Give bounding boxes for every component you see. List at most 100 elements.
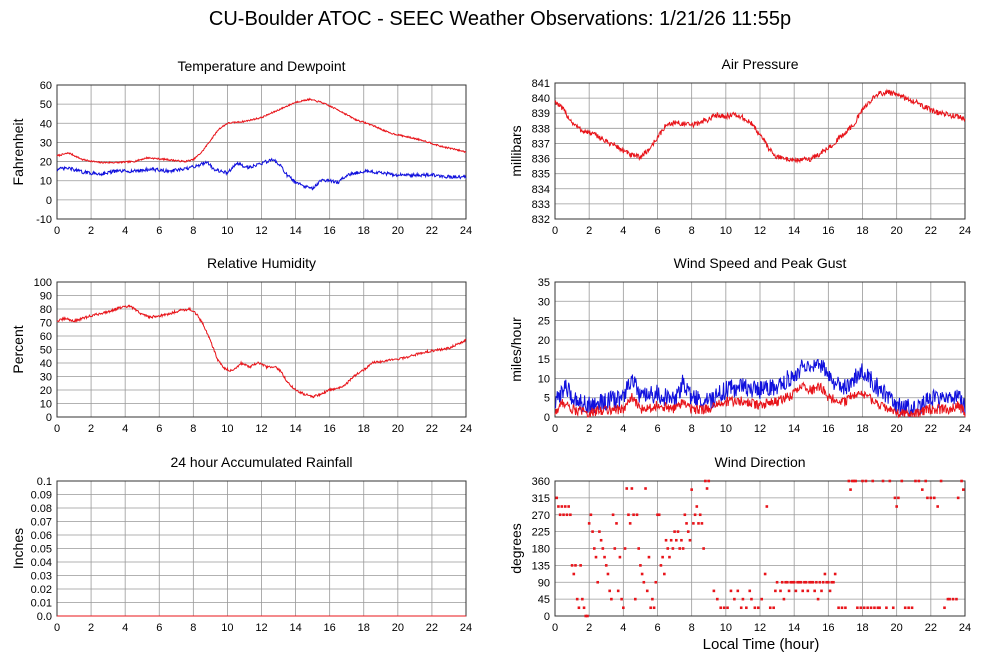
- data-point: [642, 580, 646, 584]
- data-point: [960, 479, 963, 483]
- data-point: [750, 597, 753, 601]
- y-tick-label: 90: [538, 577, 550, 589]
- x-tick-label: 4: [122, 622, 128, 634]
- x-tick-label: 4: [620, 225, 626, 237]
- data-point: [926, 496, 929, 500]
- x-tick-label: 4: [620, 622, 626, 634]
- data-point: [686, 530, 690, 533]
- data-point: [815, 580, 818, 584]
- data-point: [596, 580, 600, 584]
- data-point: [869, 606, 873, 610]
- chart-title: Air Pressure: [721, 56, 798, 72]
- y-tick-label: 20: [40, 157, 52, 169]
- data-point: [654, 580, 658, 584]
- data-point: [644, 487, 647, 490]
- data-point: [565, 513, 569, 517]
- data-point: [693, 513, 697, 517]
- data-point: [627, 513, 630, 517]
- data-point: [635, 513, 639, 517]
- y-tick-label: 0.0: [37, 611, 52, 623]
- y-tick-label: 60: [40, 80, 52, 92]
- data-point: [678, 547, 682, 550]
- x-tick-label: 2: [586, 622, 592, 634]
- x-tick-label: 10: [221, 225, 233, 237]
- data-point: [920, 488, 924, 491]
- data-point: [760, 597, 764, 601]
- y-tick-label: 0.03: [31, 571, 52, 583]
- data-point: [816, 597, 820, 601]
- x-tick-label: 22: [925, 423, 937, 435]
- data-point: [796, 580, 799, 584]
- data-point: [873, 606, 876, 610]
- y-tick-label: 0.05: [31, 544, 52, 556]
- data-point: [772, 606, 775, 610]
- x-tick-label: 4: [122, 225, 128, 237]
- y-tick-label: 360: [532, 476, 550, 488]
- x-tick-label: 0: [54, 622, 60, 634]
- data-point: [818, 580, 822, 584]
- data-point: [681, 547, 685, 550]
- x-tick-label: 20: [392, 225, 404, 237]
- data-point: [637, 547, 641, 550]
- data-point: [652, 606, 656, 610]
- x-tick-label: 6: [156, 423, 162, 435]
- data-point: [794, 589, 798, 593]
- data-point: [705, 487, 709, 490]
- x-tick-label: 16: [324, 423, 336, 435]
- x-tick-label: 24: [959, 225, 971, 237]
- y-tick-label: 225: [532, 527, 550, 539]
- y-tick-label: 0: [46, 195, 52, 207]
- y-tick-label: 0: [544, 611, 550, 623]
- x-tick-label: 18: [358, 622, 370, 634]
- data-point: [733, 597, 736, 601]
- chart-title: 24 hour Accumulated Rainfall: [170, 454, 352, 470]
- data-point: [939, 479, 943, 483]
- data-point: [866, 606, 869, 610]
- y-tick-label: 270: [532, 510, 550, 522]
- x-tick-label: 2: [88, 423, 94, 435]
- data-point: [871, 479, 875, 483]
- x-tick-label: 8: [689, 423, 695, 435]
- data-point: [914, 479, 917, 483]
- y-tick-label: 40: [40, 358, 52, 370]
- data-point: [647, 555, 651, 559]
- y-axis-label: millibars: [508, 125, 524, 176]
- y-tick-label: 50: [40, 99, 52, 111]
- data-point: [616, 589, 620, 593]
- data-point: [645, 589, 649, 593]
- x-tick-label: 12: [754, 622, 766, 634]
- x-tick-label: 14: [788, 225, 800, 237]
- data-point: [577, 606, 581, 610]
- data-point: [907, 606, 910, 610]
- data-point: [661, 555, 664, 559]
- data-point: [698, 513, 702, 517]
- data-point: [876, 606, 880, 610]
- data-point: [589, 513, 593, 517]
- x-tick-label: 4: [122, 423, 128, 435]
- x-tick-label: 0: [54, 423, 60, 435]
- y-axis-label: Percent: [10, 325, 26, 373]
- data-point: [579, 564, 582, 567]
- data-point: [611, 513, 615, 517]
- plot-frame: [554, 281, 966, 418]
- data-point: [633, 597, 637, 601]
- data-point: [775, 580, 779, 584]
- data-point: [787, 589, 791, 593]
- series-line-red: [56, 304, 467, 399]
- y-tick-label: 180: [532, 544, 550, 556]
- y-tick-label: 5: [544, 393, 550, 405]
- data-point: [903, 606, 907, 610]
- data-point: [697, 522, 700, 525]
- x-tick-label: 14: [289, 423, 301, 435]
- y-axis-label: miles/hour: [508, 317, 524, 382]
- data-point: [586, 614, 589, 618]
- y-tick-label: 70: [40, 318, 52, 330]
- data-point: [823, 572, 827, 576]
- y-tick-label: 50: [40, 345, 52, 357]
- y-tick-label: 100: [34, 277, 52, 289]
- data-point: [558, 513, 562, 517]
